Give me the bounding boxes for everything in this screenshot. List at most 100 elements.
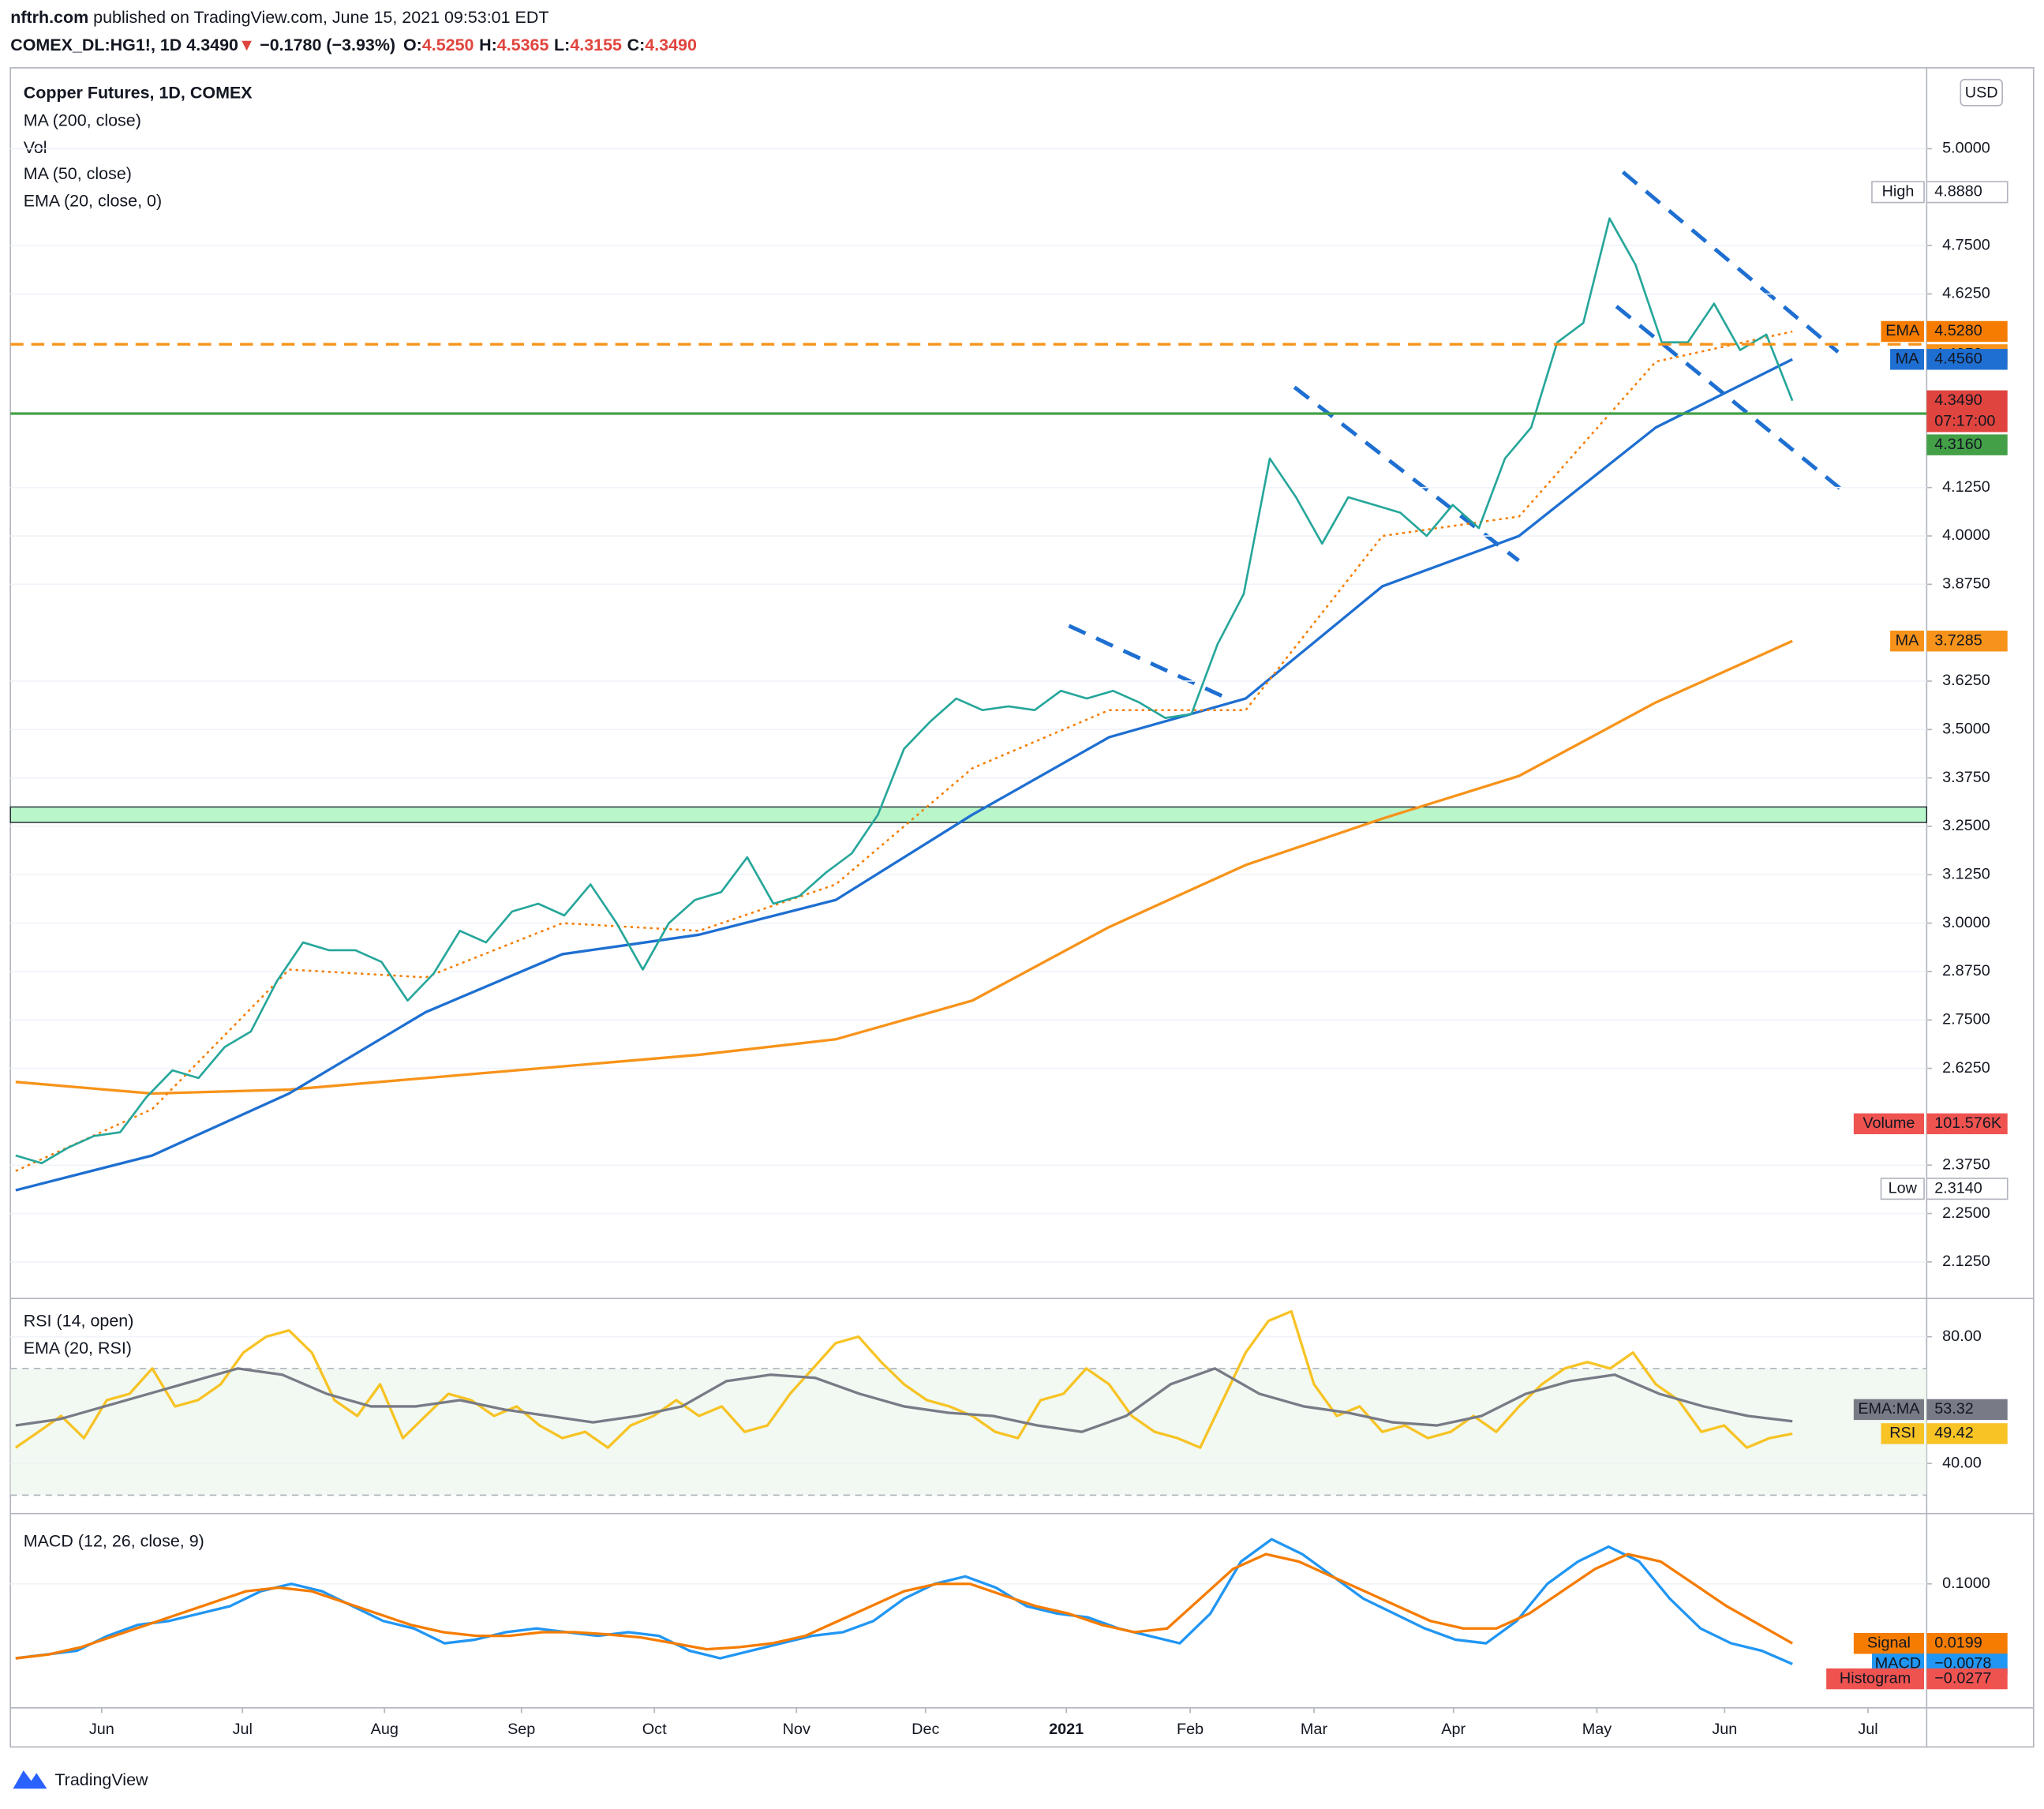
footer-logo: TradingView	[13, 1770, 148, 1789]
logo-icon	[13, 1770, 47, 1789]
x-tick-label: Mar	[1301, 1721, 1328, 1738]
y-tick-label: 3.5000	[1942, 721, 1990, 738]
y-tick-label: 3.0000	[1942, 914, 1990, 931]
tag-value: 4.3490	[1934, 391, 1982, 409]
x-tick-label: Jul	[233, 1721, 253, 1738]
x-tick-label: Oct	[642, 1721, 667, 1738]
x-tick-label: Dec	[912, 1721, 939, 1738]
x-tick-label: Jul	[1858, 1721, 1877, 1738]
tag-name: MACD	[1875, 1655, 1921, 1672]
price-line	[15, 217, 1794, 1165]
y-tick-label: 4.6250	[1942, 285, 1990, 302]
legend-entry: MA (200, close)	[24, 110, 141, 129]
x-tick-label: Sep	[507, 1721, 535, 1738]
tag-value: −0.0277	[1934, 1669, 1991, 1687]
trend-annotations	[1068, 170, 1842, 699]
arrow: ▼	[238, 35, 255, 54]
symbol: COMEX_DL:HG1!, 1D	[10, 35, 182, 54]
series-line	[15, 1537, 1793, 1665]
tag-value: 0.0199	[1934, 1634, 1982, 1651]
tag-value-box	[1926, 1113, 2008, 1135]
series-line	[15, 358, 1793, 1192]
tag-name-box	[1890, 349, 1925, 370]
legend-entry: EMA (20, close, 0)	[24, 192, 162, 211]
unit-box	[1960, 78, 2003, 107]
y-tick-label: 4.1250	[1942, 478, 1990, 496]
ohlc-value: 4.5250	[422, 35, 474, 54]
x-tick-label: Feb	[1177, 1721, 1204, 1738]
tag-name-box	[1880, 1178, 1925, 1200]
author: nftrh.com	[10, 8, 88, 27]
header-line: nftrh.com published on TradingView.com, …	[10, 8, 548, 27]
x-tick-label: 2021	[1049, 1721, 1084, 1738]
tag-value: 49.42	[1934, 1425, 1974, 1442]
ohlc-key: H:	[479, 35, 497, 54]
tag-name: High	[1882, 183, 1915, 200]
change: −0.1780 (−3.93%)	[260, 35, 395, 54]
tag-name: MA	[1896, 631, 1920, 649]
y-tick-label: 2.7500	[1942, 1010, 1990, 1028]
x-tick-label: Aug	[371, 1721, 399, 1738]
y-tick-label: 2.3750	[1942, 1155, 1990, 1173]
legend-entry: MA (50, close)	[24, 164, 132, 183]
y-tick-label: 4.0000	[1942, 526, 1990, 544]
tag-name: MA	[1896, 350, 1920, 368]
tag-value-box	[1926, 1423, 2008, 1444]
legend-entry: RSI (14, open)	[24, 1312, 134, 1331]
price-tag	[1926, 434, 2008, 455]
y-tick-label: 2.2500	[1942, 1204, 1990, 1222]
x-tick-label: May	[1582, 1721, 1612, 1738]
chart-title: Copper Futures, 1D, COMEX	[24, 84, 253, 103]
tag-value: 2.3140	[1934, 1179, 1982, 1197]
y-tick-label: 40.00	[1942, 1454, 1982, 1471]
x-tick-label: Jun	[1712, 1721, 1737, 1738]
tag-name-box	[1881, 1423, 1925, 1444]
ohlc-value: 4.3155	[570, 35, 622, 54]
tag-name-box	[1881, 320, 1925, 343]
frame	[9, 67, 2035, 1748]
tag-value-box	[1926, 1668, 2008, 1690]
tag-name: Low	[1889, 1179, 1918, 1197]
ohlc-key: L:	[554, 35, 570, 54]
series-line	[15, 1367, 1793, 1433]
countdown: 07:17:00	[1934, 412, 1995, 429]
trend-line	[1293, 385, 1520, 563]
tag-value-box	[1926, 1178, 2008, 1200]
tag-value-box	[1926, 181, 2008, 204]
y-tick-label: 0.1000	[1942, 1575, 1990, 1592]
x-tick-label: Nov	[783, 1721, 810, 1738]
tag-value: 53.32	[1934, 1400, 1974, 1418]
ohlc-key: C:	[627, 35, 646, 54]
tag-value-box	[1926, 390, 2008, 433]
tag-name-box	[1871, 181, 1925, 204]
y-tick-label: 3.2500	[1942, 817, 1990, 834]
x-tick-label: Apr	[1441, 1721, 1466, 1738]
tag-value: 4.8880	[1934, 183, 1982, 200]
legend-entry: MACD (12, 26, close, 9)	[24, 1532, 204, 1551]
trend-line	[1621, 170, 1840, 354]
tag-value-box	[1926, 1399, 2008, 1421]
tag-name: Volume	[1862, 1114, 1915, 1132]
tag-name: EMA:MA	[1858, 1400, 1920, 1418]
last: 4.3490	[186, 35, 238, 54]
tag-value: 4.4560	[1934, 350, 1982, 368]
support-zone	[9, 806, 1927, 823]
tag-name-box	[1853, 1633, 1925, 1654]
series-line	[15, 639, 1793, 1096]
y-tick-label: 3.3750	[1942, 769, 1990, 786]
ohlc-value: 4.5365	[497, 35, 549, 54]
legend-entry: Vol	[24, 138, 47, 157]
tag-name-box	[1890, 630, 1925, 652]
tag-name: Histogram	[1840, 1669, 1911, 1687]
legend-entry: EMA (20, RSI)	[24, 1339, 132, 1358]
rsi-band-fill	[10, 1368, 1927, 1496]
tag-value-box	[1926, 1633, 2008, 1654]
y-tick-label: 4.7500	[1942, 236, 1990, 253]
y-tick-label: 3.1250	[1942, 866, 1990, 883]
series-line	[15, 1552, 1794, 1660]
published: published on TradingView.com, June 15, 2…	[93, 8, 548, 27]
tag-value-box	[1926, 349, 2008, 370]
